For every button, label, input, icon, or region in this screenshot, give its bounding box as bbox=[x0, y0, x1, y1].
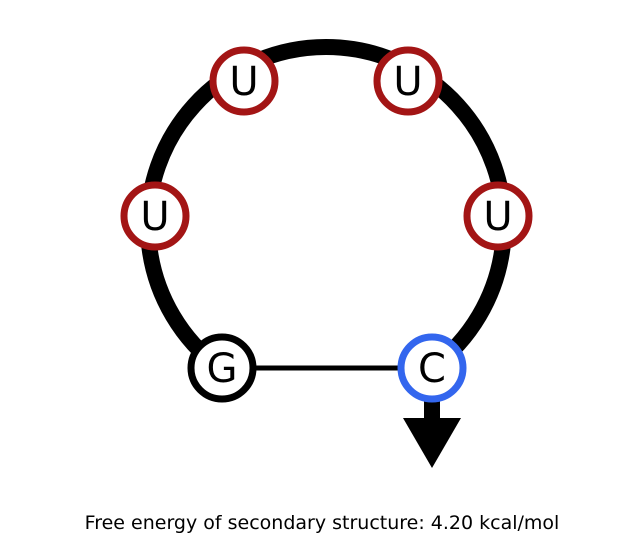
nucleotide-letter: U bbox=[140, 194, 169, 240]
nucleotide-circle bbox=[463, 181, 533, 251]
nucleotide-u-2: U bbox=[120, 181, 190, 251]
nucleotide-letter: U bbox=[229, 59, 258, 105]
nucleotide-letter: G bbox=[207, 346, 238, 392]
nucleotide-letter: C bbox=[418, 346, 446, 392]
direction-arrow-icon bbox=[403, 392, 461, 468]
nucleotide-group: G U U U U C bbox=[120, 46, 533, 403]
backbone-loop bbox=[140, 39, 512, 376]
nucleotide-circle bbox=[187, 333, 257, 403]
nucleotide-u-3: U bbox=[209, 46, 279, 116]
nucleotide-g-1: G bbox=[187, 333, 257, 403]
nucleotide-circle bbox=[397, 333, 467, 403]
nucleotide-letter: U bbox=[393, 59, 422, 105]
nucleotide-u-5: U bbox=[463, 181, 533, 251]
nucleotide-letter: U bbox=[483, 194, 512, 240]
nucleotide-u-4: U bbox=[373, 46, 443, 116]
nucleotide-circle bbox=[120, 181, 190, 251]
nucleotide-circle bbox=[209, 46, 279, 116]
nucleotide-c-6: C bbox=[397, 333, 467, 403]
nucleotide-circle bbox=[373, 46, 443, 116]
free-energy-caption: Free energy of secondary structure: 4.20… bbox=[84, 512, 560, 534]
